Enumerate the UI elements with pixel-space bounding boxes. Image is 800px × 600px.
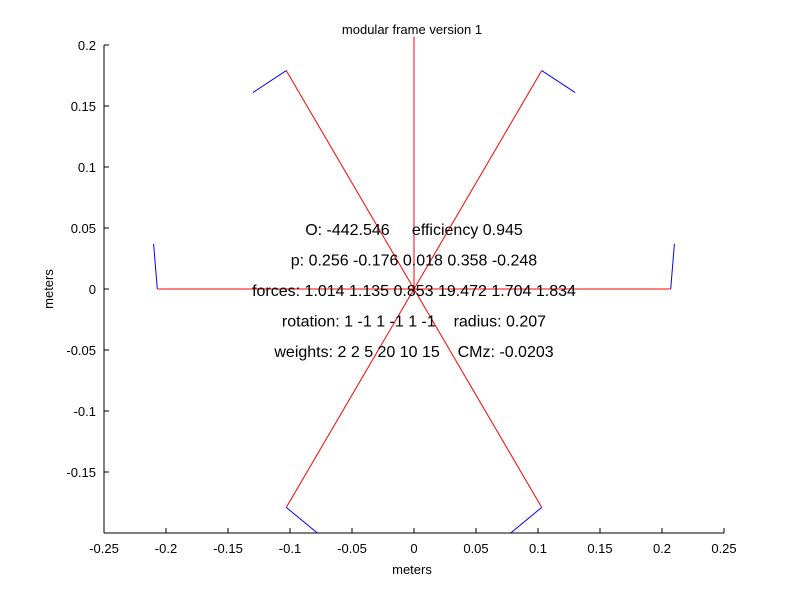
x-tick-label: 0.2 <box>653 541 671 556</box>
annotation-4: weights: 2 2 5 20 10 15 CMz: -0.0203 <box>273 344 553 361</box>
y-tick-label: 0 <box>89 282 96 297</box>
series-line-8 <box>285 288 415 508</box>
series-line-3 <box>670 243 675 290</box>
series-line-1 <box>153 243 158 290</box>
x-tick-label: 0.05 <box>463 541 488 556</box>
y-axis-label: meters <box>41 269 56 309</box>
annotation-2: forces: 1.014 1.135 0.853 19.472 1.704 1… <box>252 283 576 300</box>
annotations: O: -442.546 efficiency 0.945 p: 0.256 -0.… <box>252 222 576 361</box>
x-tick-label: 0 <box>410 541 417 556</box>
x-tick-label: 0.25 <box>711 541 736 556</box>
chart-title: modular frame version 1 <box>342 22 482 37</box>
series-line-6 <box>413 70 543 290</box>
y-tick-label: -0.05 <box>66 343 96 358</box>
x-ticks: -0.25 -0.2 -0.15 -0.1 -0.05 0 0.05 0.1 0.15 0.2 0.… <box>89 528 737 556</box>
x-tick-label: -0.2 <box>155 541 177 556</box>
y-tick-label: 0.1 <box>78 160 96 175</box>
y-tick-label: 0.05 <box>71 221 96 236</box>
x-tick-label: -0.15 <box>213 541 243 556</box>
series-line-10 <box>413 288 543 508</box>
annotation-1: p: 0.256 -0.176 0.018 0.358 -0.248 <box>291 253 538 270</box>
x-tick-label: 0.15 <box>587 541 612 556</box>
x-tick-label: 0.1 <box>529 541 547 556</box>
x-tick-label: -0.25 <box>89 541 119 556</box>
series-line-11 <box>510 507 543 534</box>
series-line-5 <box>252 70 287 94</box>
series-line-4 <box>285 70 415 290</box>
data-layer <box>153 36 675 534</box>
x-tick-label: -0.05 <box>337 541 367 556</box>
x-axis-label: meters <box>392 562 432 577</box>
annotation-3: rotation: 1 -1 1 -1 1 -1 radius: 0.207 <box>282 314 546 331</box>
series-line-7 <box>541 70 576 94</box>
series-line-9 <box>285 507 318 534</box>
y-tick-label: 0.2 <box>78 38 96 53</box>
y-tick-label: -0.15 <box>66 465 96 480</box>
annotation-0: O: -442.546 efficiency 0.945 <box>305 222 523 239</box>
y-tick-label: -0.1 <box>74 404 96 419</box>
y-tick-label: 0.15 <box>71 99 96 114</box>
y-ticks: -0.15 -0.1 -0.05 0 0.05 0.1 0.15 0.2 <box>66 38 109 480</box>
x-tick-label: -0.1 <box>279 541 301 556</box>
